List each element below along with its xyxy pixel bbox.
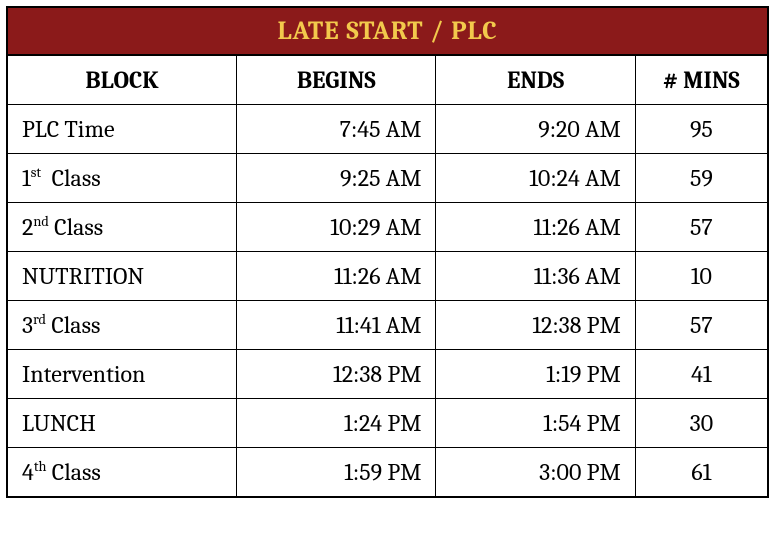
cell-ends: 11:36 AM [436,252,635,301]
cell-block: Intervention [7,350,237,399]
cell-begins: 9:25 AM [237,154,436,203]
col-header-begins: BEGINS [237,55,436,105]
cell-begins: 7:45 AM [237,105,436,154]
cell-ends: 9:20 AM [436,105,635,154]
ordinal-suffix: nd [33,213,49,230]
ordinal-suffix: rd [33,311,46,328]
table-row: 1st Class 9:25 AM 10:24 AM 59 [7,154,768,203]
cell-ends: 1:19 PM [436,350,635,399]
cell-begins: 10:29 AM [237,203,436,252]
cell-mins: 61 [635,448,768,498]
cell-block: PLC Time [7,105,237,154]
block-label: Class [54,213,103,241]
header-row: BLOCK BEGINS ENDS # MINS [7,55,768,105]
cell-begins: 11:26 AM [237,252,436,301]
cell-ends: 1:54 PM [436,399,635,448]
block-label: Class [52,458,101,486]
cell-begins: 12:38 PM [237,350,436,399]
cell-mins: 57 [635,301,768,350]
cell-block: 4th Class [7,448,237,498]
cell-begins: 1:24 PM [237,399,436,448]
cell-mins: 57 [635,203,768,252]
cell-block: 1st Class [7,154,237,203]
cell-ends: 12:38 PM [436,301,635,350]
cell-block: LUNCH [7,399,237,448]
cell-mins: 30 [635,399,768,448]
cell-ends: 3:00 PM [436,448,635,498]
block-label: Class [52,164,101,192]
table-row: NUTRITION 11:26 AM 11:36 AM 10 [7,252,768,301]
schedule-title: LATE START / PLC [7,7,768,55]
cell-block: 3rd Class [7,301,237,350]
cell-mins: 10 [635,252,768,301]
cell-ends: 11:26 AM [436,203,635,252]
table-row: PLC Time 7:45 AM 9:20 AM 95 [7,105,768,154]
col-header-mins: # MINS [635,55,768,105]
ordinal-suffix: st [31,164,41,181]
ordinal: 1 [22,164,31,192]
schedule-table: LATE START / PLC BLOCK BEGINS ENDS # MIN… [6,6,769,498]
cell-block: NUTRITION [7,252,237,301]
ordinal: 2 [22,213,33,241]
col-header-block: BLOCK [7,55,237,105]
cell-mins: 41 [635,350,768,399]
cell-ends: 10:24 AM [436,154,635,203]
cell-begins: 1:59 PM [237,448,436,498]
ordinal-suffix: th [34,458,47,475]
table-row: LUNCH 1:24 PM 1:54 PM 30 [7,399,768,448]
ordinal: 3 [22,311,33,339]
cell-mins: 95 [635,105,768,154]
table-row: 4th Class 1:59 PM 3:00 PM 61 [7,448,768,498]
table-row: 2nd Class 10:29 AM 11:26 AM 57 [7,203,768,252]
table-row: Intervention 12:38 PM 1:19 PM 41 [7,350,768,399]
cell-block: 2nd Class [7,203,237,252]
block-label: Class [51,311,100,339]
table-row: 3rd Class 11:41 AM 12:38 PM 57 [7,301,768,350]
cell-mins: 59 [635,154,768,203]
title-row: LATE START / PLC [7,7,768,55]
cell-begins: 11:41 AM [237,301,436,350]
ordinal: 4 [22,458,34,486]
col-header-ends: ENDS [436,55,635,105]
schedule-body: PLC Time 7:45 AM 9:20 AM 95 1st Class 9:… [7,105,768,498]
